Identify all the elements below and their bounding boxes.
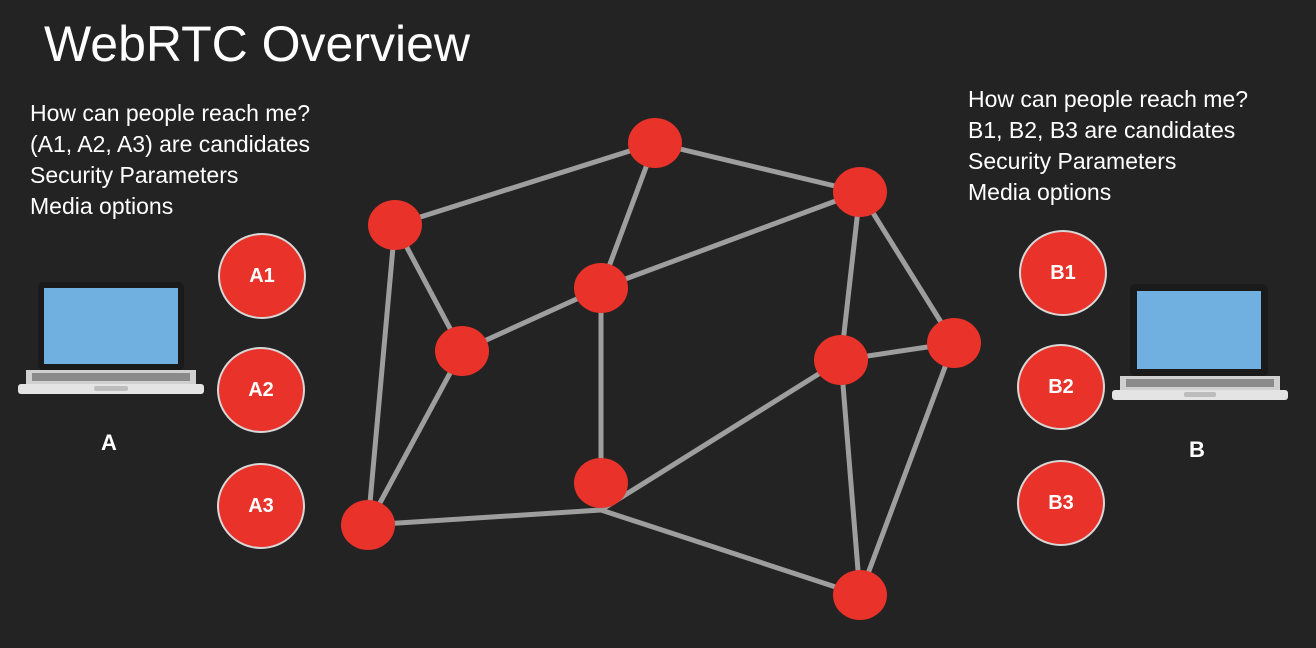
candidate-b1: B1: [1019, 230, 1107, 316]
peer-a-notes: How can people reach me? (A1, A2, A3) ar…: [30, 98, 310, 222]
network-link: [598, 140, 658, 291]
peer-a-note: Media options: [30, 193, 174, 219]
network-link: [598, 507, 863, 598]
network-node: [435, 326, 489, 376]
network-node: [341, 500, 395, 550]
laptop-b-icon: [1112, 284, 1288, 400]
network-link: [598, 357, 844, 513]
peer-a-note: (A1, A2, A3) are candidates: [30, 131, 311, 157]
peer-b-note: Media options: [968, 179, 1112, 205]
peer-b-note: How can people reach me?: [968, 86, 1248, 112]
network-link: [838, 357, 863, 598]
peer-a-note: How can people reach me?: [30, 100, 310, 126]
network-link: [857, 189, 957, 346]
network-link: [857, 340, 957, 598]
network-link: [392, 140, 658, 228]
peer-b-notes: How can people reach me? B1, B2, B3 are …: [968, 84, 1248, 208]
network-link: [365, 222, 398, 528]
network-node: [833, 570, 887, 620]
network-link: [365, 507, 604, 528]
network-link: [838, 189, 863, 363]
network-node: [574, 263, 628, 313]
network-node: [927, 318, 981, 368]
network-node: [628, 118, 682, 168]
candidate-b3: B3: [1017, 460, 1105, 546]
candidate-a2: A2: [217, 347, 305, 433]
network-node: [574, 458, 628, 508]
peer-a-label: A: [101, 430, 117, 455]
page-title: WebRTC Overview: [44, 16, 471, 72]
candidate-b2: B2: [1017, 344, 1105, 430]
network-link: [365, 348, 465, 528]
peer-b-note: B1, B2, B3 are candidates: [968, 117, 1236, 143]
peer-a-note: Security Parameters: [30, 162, 239, 188]
candidate-a3: A3: [217, 463, 305, 549]
network-node: [814, 335, 868, 385]
network-link: [598, 189, 863, 291]
laptop-a-icon: [18, 282, 204, 394]
network-link: [652, 140, 863, 195]
network-node: [833, 167, 887, 217]
peer-b-label: B: [1189, 437, 1205, 462]
peer-b-note: Security Parameters: [968, 148, 1177, 174]
network-node: [368, 200, 422, 250]
candidate-a1: A1: [218, 233, 306, 319]
